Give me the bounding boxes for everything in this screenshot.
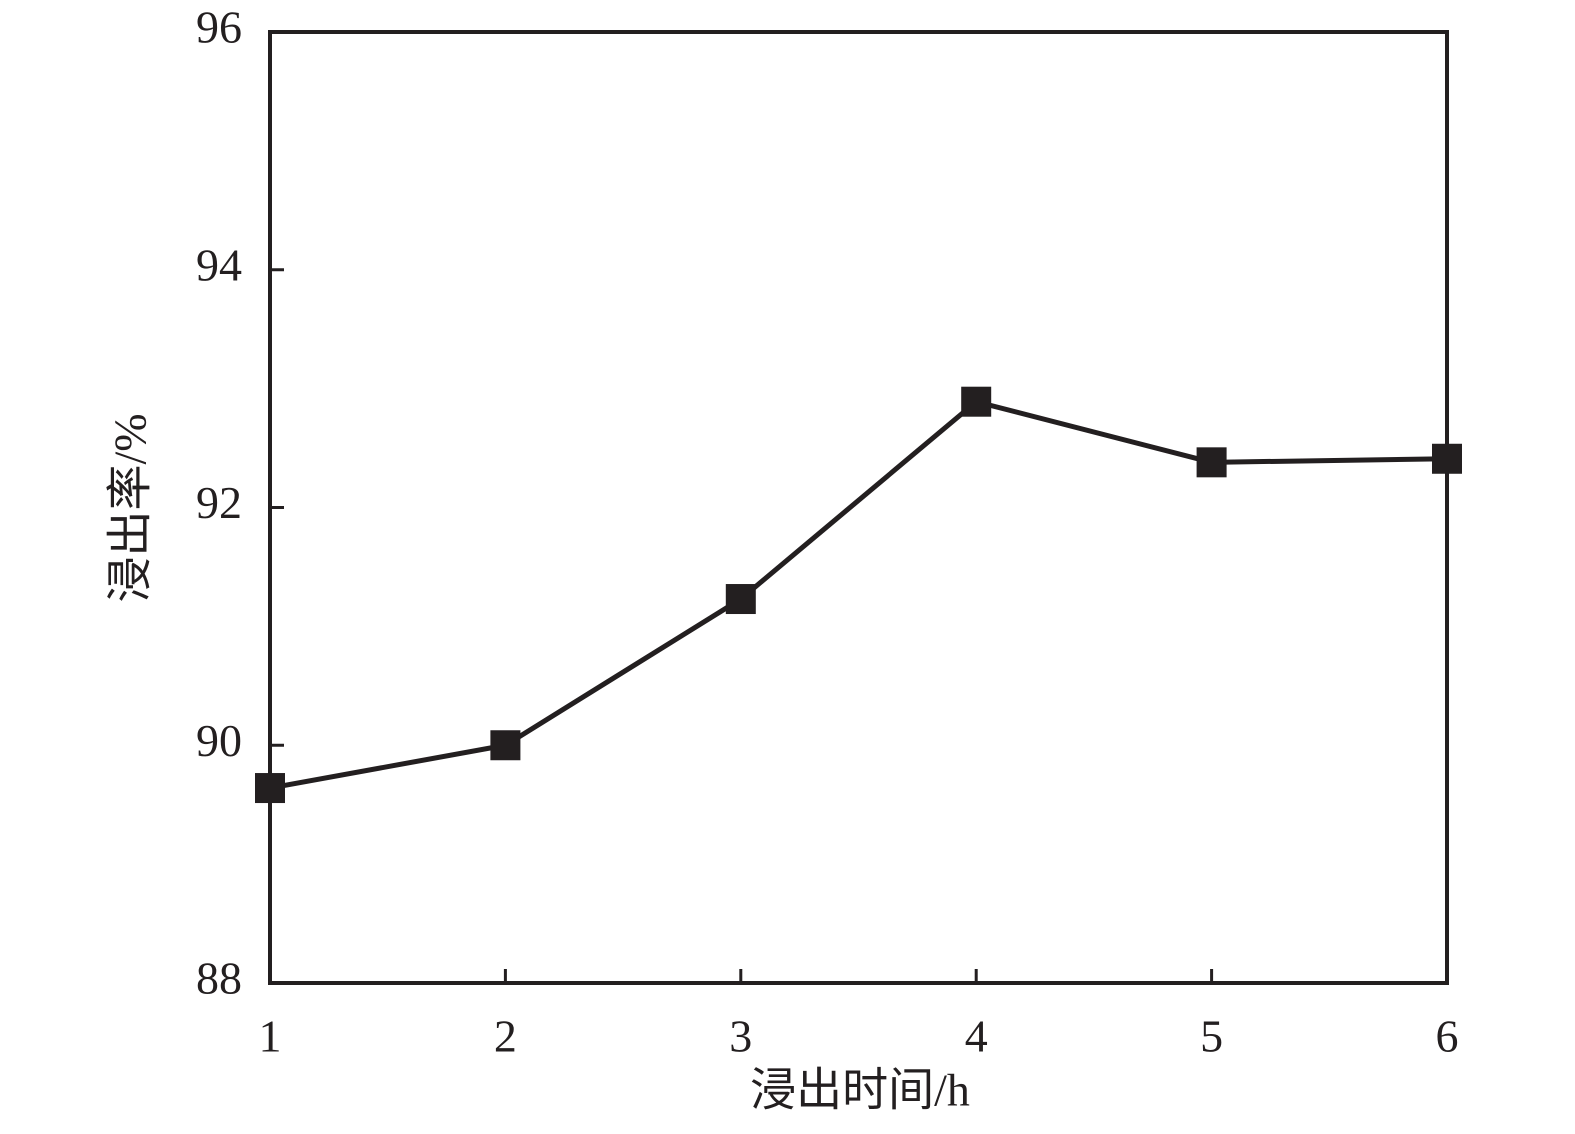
data-point — [961, 386, 992, 417]
x-axis-label: 浸出时间/h — [750, 1065, 970, 1116]
y-axis-label: 浸出率/% — [105, 413, 156, 602]
y-tick-label: 88 — [196, 953, 242, 1004]
data-point — [725, 584, 756, 615]
x-tick-label: 4 — [965, 1011, 988, 1062]
x-tick-label: 6 — [1436, 1011, 1459, 1062]
data-line — [269, 398, 1448, 791]
data-point — [1432, 443, 1462, 474]
x-tick-label: 2 — [494, 1011, 517, 1062]
plot-frame — [268, 30, 1449, 985]
data-point — [1196, 447, 1227, 478]
y-tick-label: 92 — [196, 477, 242, 528]
x-tick-label: 3 — [729, 1011, 752, 1062]
x-tick-label: 5 — [1200, 1011, 1223, 1062]
data-point — [490, 730, 521, 761]
data-point — [255, 773, 285, 804]
x-tick-label: 1 — [259, 1011, 282, 1062]
y-tick-label: 96 — [196, 2, 242, 53]
y-tick-label: 94 — [196, 239, 242, 290]
y-tick-label: 90 — [196, 715, 242, 766]
